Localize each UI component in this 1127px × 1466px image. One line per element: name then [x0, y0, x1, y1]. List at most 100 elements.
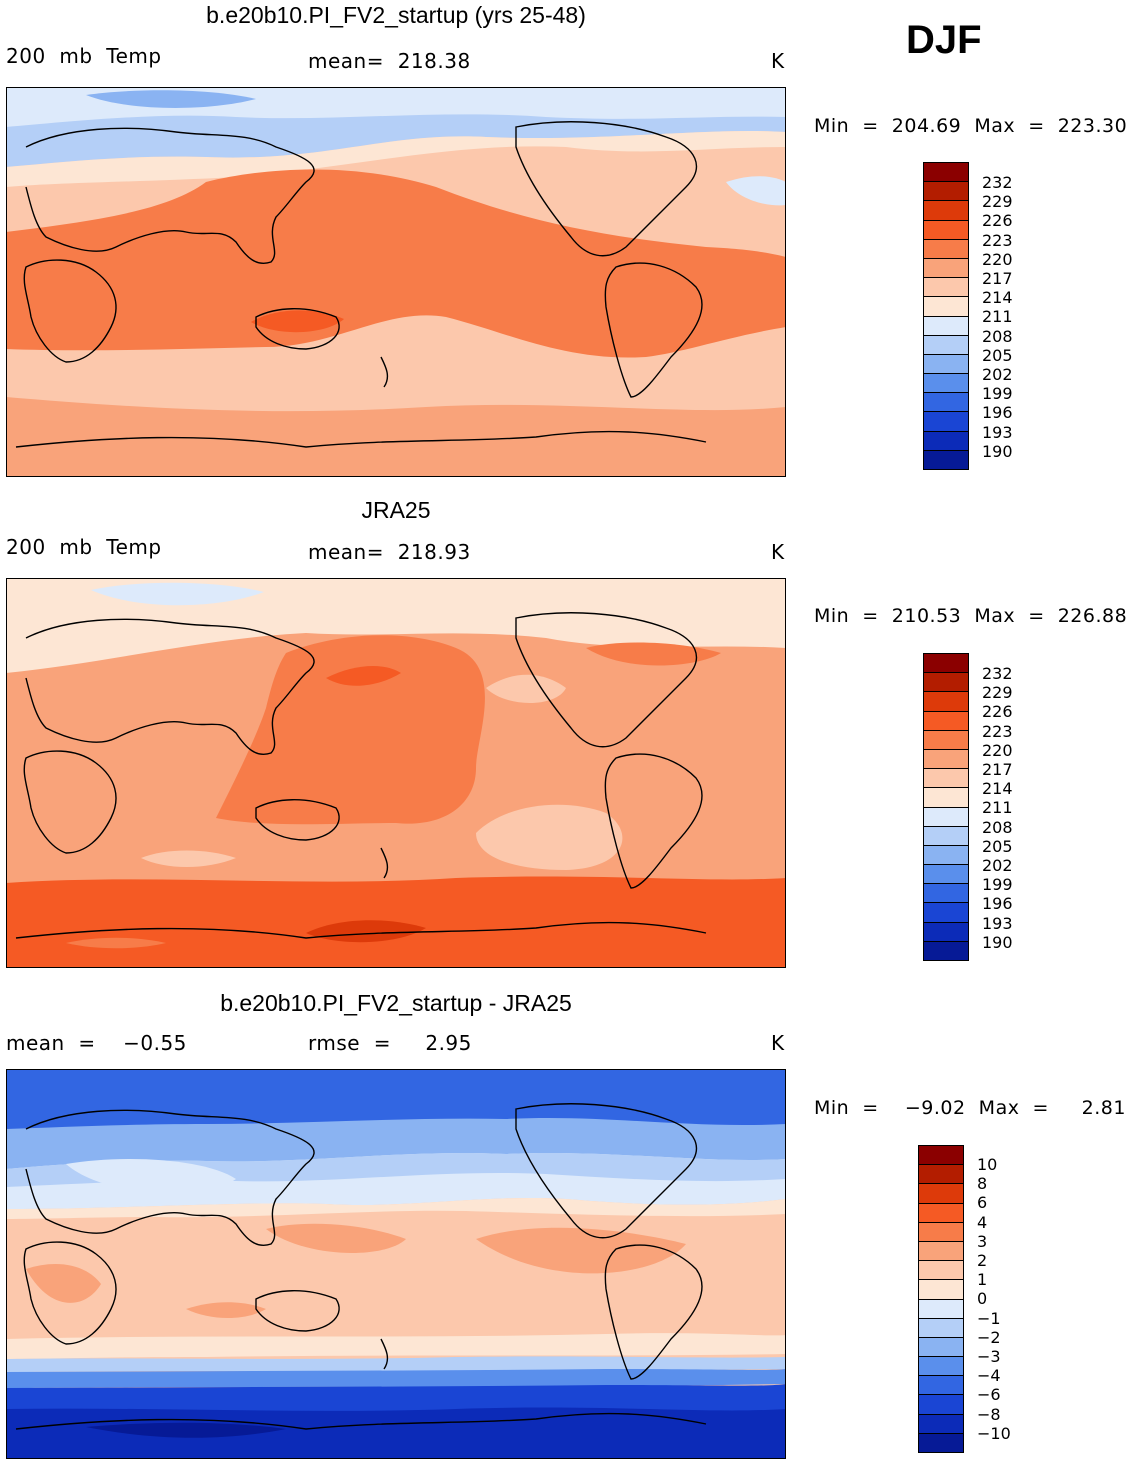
colorbar-swatch — [923, 239, 969, 259]
panel-3-mean-label: mean = −0.55 — [6, 1031, 187, 1055]
colorbar-level-label: 232 — [982, 173, 1013, 192]
colorbar-swatch — [923, 941, 969, 961]
colorbar-level-label: 202 — [982, 856, 1013, 875]
colorbar-level-label: 190 — [982, 932, 1013, 952]
colorbar-level-label: 232 — [982, 664, 1013, 683]
colorbar-swatch — [918, 1145, 964, 1166]
colorbar-level-label: 229 — [982, 192, 1013, 212]
colorbar-swatch — [923, 220, 969, 240]
colorbar-swatch — [923, 201, 969, 221]
panel-1-variable-label: 200 mb Temp — [6, 44, 162, 68]
colorbar-level-label: 217 — [982, 760, 1013, 779]
colorbar-level-label: 193 — [982, 913, 1013, 933]
colorbar-swatch — [923, 653, 969, 674]
colorbar-swatch — [918, 1337, 964, 1358]
colorbar-level-label: 217 — [982, 269, 1013, 288]
colorbar-swatch — [923, 354, 969, 375]
colorbar-level-label: 205 — [982, 345, 1013, 365]
colorbar-swatch — [918, 1261, 964, 1281]
colorbar-level-label: 229 — [982, 683, 1013, 703]
colorbar-swatch — [923, 431, 969, 451]
colorbar-level-label: −1 — [977, 1308, 1001, 1328]
colorbar-swatch — [923, 845, 969, 866]
colorbar-level-label: −8 — [977, 1404, 1001, 1424]
colorbar-swatch — [923, 335, 969, 355]
colorbar-level-label: 220 — [982, 740, 1013, 760]
colorbar-level-label: 190 — [982, 441, 1013, 461]
colorbar-swatch — [923, 903, 969, 923]
colorbar-swatch — [923, 316, 969, 336]
colorbar-level-label: 196 — [982, 403, 1013, 423]
colorbar-swatch — [918, 1184, 964, 1204]
colorbar-swatch — [923, 692, 969, 712]
colorbar-swatch — [918, 1280, 964, 1300]
colorbar-level-label: 6 — [977, 1193, 988, 1213]
colorbar-level-label: 214 — [982, 288, 1013, 308]
colorbar-level-label: −3 — [977, 1347, 1001, 1366]
colorbar-level-label: 2 — [977, 1251, 988, 1270]
panel-3-units: K — [771, 1031, 785, 1055]
colorbar-swatch — [918, 1357, 964, 1377]
colorbar-level-label: 211 — [982, 798, 1013, 818]
colorbar-level-label: 199 — [982, 875, 1013, 895]
colorbar-level-label: 214 — [982, 779, 1013, 799]
colorbar-swatch — [923, 393, 969, 413]
colorbar-swatch — [923, 182, 969, 202]
colorbar-level-label: 226 — [982, 211, 1013, 231]
panel-3-rmse-label: rmse = 2.95 — [308, 1031, 472, 1055]
colorbar-swatch — [918, 1165, 964, 1185]
colorbar-swatch — [918, 1376, 964, 1396]
colorbar-swatch — [923, 922, 969, 942]
colorbar-swatch — [923, 749, 969, 770]
colorbar-swatch — [918, 1395, 964, 1415]
panel-1-units: K — [771, 49, 785, 73]
panel-3-colorbar — [918, 1145, 964, 1453]
colorbar-level-label: 226 — [982, 702, 1013, 722]
colorbar-swatch — [918, 1414, 964, 1434]
panel-2-title: JRA25 — [361, 497, 431, 523]
colorbar-level-label: 3 — [977, 1231, 988, 1251]
colorbar-level-label: 1 — [977, 1270, 988, 1290]
colorbar-swatch — [918, 1222, 964, 1242]
panel-2-mean-label: mean= 218.93 — [308, 540, 471, 564]
colorbar-swatch — [923, 788, 969, 808]
panel-1-minmax: Min = 204.69 Max = 223.30 — [814, 115, 1127, 137]
colorbar-swatch — [923, 826, 969, 846]
colorbar-level-label: 208 — [982, 817, 1013, 837]
colorbar-level-label: 4 — [977, 1212, 988, 1232]
colorbar-swatch — [923, 807, 969, 827]
colorbar-level-label: 202 — [982, 365, 1013, 384]
colorbar-level-label: −2 — [977, 1327, 1001, 1347]
colorbar-swatch — [923, 278, 969, 298]
panel-2-colorbar — [923, 653, 969, 961]
panel-3-title: b.e20b10.PI_FV2_startup - JRA25 — [220, 990, 572, 1016]
colorbar-swatch — [918, 1299, 964, 1319]
panel-2-minmax: Min = 210.53 Max = 226.88 — [814, 605, 1127, 627]
colorbar-swatch — [923, 258, 969, 279]
panel-3-minmax: Min = −9.02 Max = 2.81 — [814, 1097, 1126, 1119]
colorbar-level-label: 223 — [982, 230, 1013, 250]
colorbar-swatch — [923, 884, 969, 904]
colorbar-level-label: 208 — [982, 326, 1013, 346]
colorbar-level-label: 199 — [982, 384, 1013, 404]
season-label: DJF — [906, 18, 982, 62]
panel-1-map — [6, 87, 786, 477]
colorbar-level-label: 220 — [982, 249, 1013, 269]
colorbar-swatch — [918, 1433, 964, 1453]
panel-2-units: K — [771, 540, 785, 564]
panel-2-variable-label: 200 mb Temp — [6, 535, 162, 559]
panel-1-mean-label: mean= 218.38 — [308, 49, 471, 73]
colorbar-swatch — [923, 450, 969, 470]
colorbar-swatch — [923, 673, 969, 693]
colorbar-level-label: 10 — [977, 1155, 998, 1174]
panel-3-map — [6, 1069, 786, 1459]
colorbar-swatch — [918, 1241, 964, 1262]
panel-1-colorbar — [923, 162, 969, 470]
colorbar-level-label: 0 — [977, 1289, 988, 1309]
colorbar-swatch — [918, 1203, 964, 1223]
colorbar-swatch — [923, 711, 969, 731]
colorbar-level-label: 205 — [982, 836, 1013, 856]
colorbar-swatch — [918, 1318, 964, 1338]
colorbar-level-label: 8 — [977, 1174, 988, 1194]
colorbar-swatch — [923, 769, 969, 789]
